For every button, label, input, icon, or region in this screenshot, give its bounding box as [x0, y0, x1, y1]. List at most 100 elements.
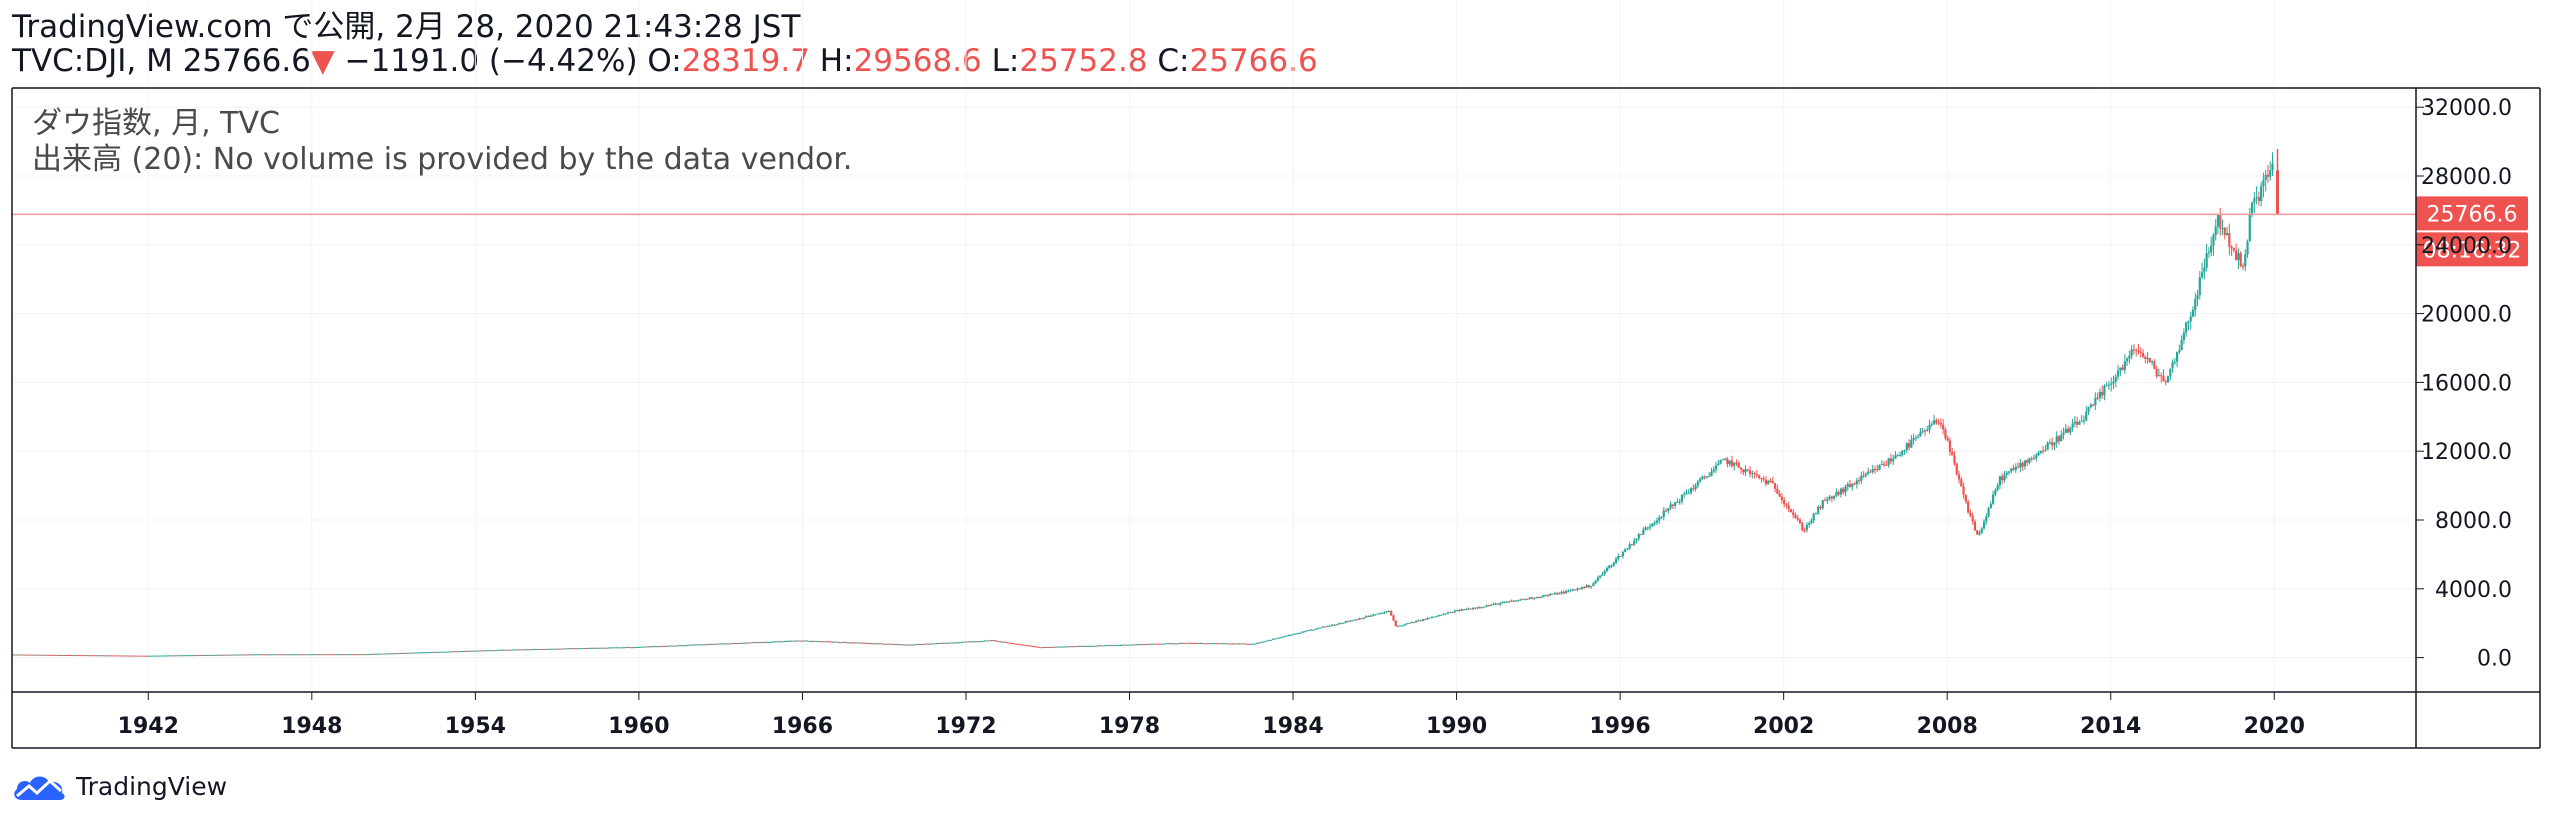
- candle-body: [620, 647, 623, 649]
- candle-body: [1562, 591, 1565, 594]
- candle-body: [199, 654, 203, 656]
- candle-body: [2187, 321, 2190, 323]
- candle-body: [422, 652, 425, 654]
- candle-body: [806, 640, 809, 642]
- candle-body: [2157, 375, 2161, 377]
- candle-body: [954, 642, 957, 644]
- candle-body: [195, 655, 198, 657]
- candle-body: [2230, 246, 2233, 249]
- candle-body: [1617, 556, 1620, 559]
- low-value: 25752.8: [1019, 43, 1148, 79]
- candle-body: [458, 651, 462, 653]
- candle-body: [2146, 357, 2149, 359]
- candle-body: [1971, 516, 1974, 522]
- candle-body: [1281, 636, 1284, 638]
- volume-legend: 出来高 (20): No volume is provided by the d…: [32, 142, 853, 177]
- candle-body: [1508, 601, 1511, 603]
- candle-body: [972, 641, 975, 643]
- candle-body: [272, 654, 275, 656]
- candle-body: [697, 644, 700, 646]
- tradingview-logo[interactable]: TradingView: [12, 766, 227, 806]
- candle-body: [1721, 459, 1724, 461]
- candle-body: [1589, 586, 1593, 588]
- candle-body: [2037, 452, 2040, 456]
- candle-body: [1624, 549, 1627, 553]
- candle-body: [524, 649, 527, 651]
- candle-body: [1798, 519, 1802, 524]
- candle-body: [1853, 483, 1856, 485]
- candle-body: [1460, 609, 1463, 611]
- candle-body: [404, 652, 407, 654]
- candle-body: [1835, 492, 1838, 496]
- candle-body: [2269, 170, 2272, 177]
- candle-body: [1435, 616, 1438, 618]
- candle-body: [1533, 598, 1536, 600]
- candle-body: [2200, 272, 2204, 278]
- candle-body: [1306, 630, 1309, 632]
- candle-body: [2044, 450, 2047, 452]
- candle-body: [604, 647, 607, 649]
- candle-body: [517, 649, 521, 651]
- candle-body: [461, 650, 464, 652]
- candle-body: [826, 641, 830, 643]
- candle-body: [1733, 462, 1736, 466]
- candle-body: [1658, 517, 1661, 521]
- candle-body: [885, 643, 889, 645]
- candle-body: [220, 654, 223, 656]
- candle-body: [486, 650, 489, 652]
- candle-body: [106, 655, 109, 657]
- candle-body: [2203, 267, 2206, 273]
- candle-body: [726, 643, 730, 645]
- candle-body: [883, 643, 886, 645]
- candle-body: [165, 655, 169, 657]
- candle-body: [999, 641, 1002, 643]
- candle-body: [2175, 352, 2179, 362]
- candle-body: [1296, 633, 1300, 635]
- candle-body: [567, 648, 571, 650]
- candle-body: [1317, 627, 1320, 629]
- candle-body: [990, 640, 993, 642]
- candle-body: [865, 642, 868, 644]
- symbol-label: TVC:DJI, M: [12, 43, 173, 79]
- candle-body: [52, 654, 55, 656]
- candle-body: [1728, 460, 1731, 465]
- candle-body: [1574, 589, 1577, 591]
- candle-body: [1371, 614, 1375, 616]
- cloud-chart-icon: [14, 776, 65, 800]
- candle-body: [365, 654, 368, 656]
- candle-body: [1451, 612, 1454, 614]
- candle-body: [874, 643, 877, 645]
- candle-body: [2210, 245, 2213, 253]
- candle-body: [322, 654, 325, 656]
- candle-body: [1930, 424, 1933, 426]
- candle-body: [1526, 598, 1529, 600]
- candle-body: [1201, 643, 1204, 645]
- candle-body: [2191, 309, 2195, 317]
- ohlc-status-line: TVC:DJI, M 25766.6▼ −1191.0 (−4.42%) O:2…: [12, 44, 1318, 78]
- y-tick-label: 8000.0: [2435, 509, 2512, 534]
- candle-body: [333, 654, 337, 656]
- candle-body: [483, 650, 487, 652]
- candle-body: [758, 642, 761, 644]
- candle-body: [215, 654, 219, 656]
- candle-body: [1551, 593, 1554, 595]
- candle-body: [1192, 642, 1195, 644]
- candle-body: [1776, 488, 1779, 494]
- candle-body: [1017, 643, 1020, 645]
- candle-body: [676, 645, 680, 647]
- candle-body: [356, 654, 359, 656]
- last-price-label: 25766.6: [2427, 202, 2518, 227]
- candle-body: [1587, 585, 1590, 588]
- candle-body: [1069, 646, 1073, 648]
- candle-body: [1385, 611, 1388, 613]
- x-tick-label: 1972: [935, 714, 996, 739]
- candle-body: [172, 655, 175, 657]
- candle-body: [872, 643, 875, 645]
- candle-body: [1283, 636, 1286, 638]
- candle-body: [349, 654, 353, 656]
- candle-body: [511, 649, 514, 651]
- candle-body: [454, 651, 457, 653]
- candle-body: [320, 654, 323, 656]
- candle-body: [636, 646, 639, 648]
